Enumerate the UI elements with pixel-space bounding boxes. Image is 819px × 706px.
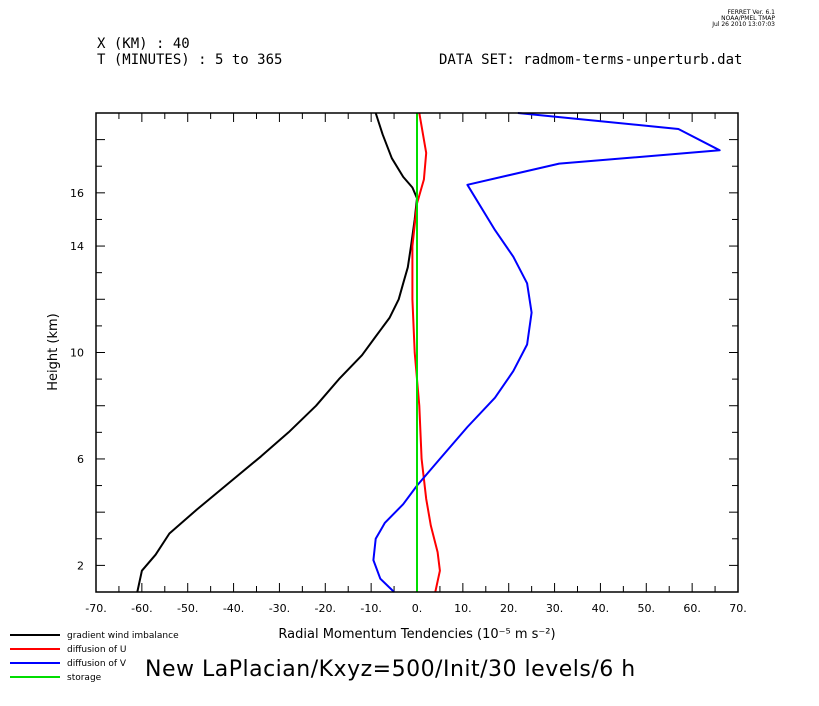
x-tick-label: -70.	[85, 602, 106, 615]
x-tick-label: 30.	[546, 602, 564, 615]
legend-label: gradient wind imbalance	[67, 631, 179, 641]
legend: gradient wind imbalance diffusion of U dif…	[10, 631, 179, 683]
x-tick-label: -10.	[360, 602, 381, 615]
series-lines	[136, 112, 721, 593]
y-tick-labels: 2 6 10 14 16	[70, 187, 84, 573]
x-tick-label: 20.	[500, 602, 518, 615]
x-tick-label: 60.	[683, 602, 701, 615]
x-range-label: X (KM) : 40	[97, 36, 190, 52]
x-axis-title: Radial Momentum Tendencies (10⁻⁵ m s⁻²)	[278, 627, 555, 642]
x-tick-label: 50.	[638, 602, 656, 615]
x-tick-label: -40.	[223, 602, 244, 615]
x-tick-label: -50.	[177, 602, 198, 615]
series-line-diffusion-of-v	[372, 112, 721, 593]
y-tick-label: 6	[77, 453, 84, 466]
y-axis-title: Height (km)	[46, 313, 61, 390]
legend-label: diffusion of V	[67, 659, 127, 669]
dataset-label: DATA SET: radmom-terms-unperturb.dat	[439, 52, 743, 68]
series-line-diffusion-of-u	[411, 112, 441, 593]
stamp-line-org: NOAA/PMEL TMAP	[721, 15, 775, 22]
x-tick-label: -20.	[315, 602, 336, 615]
plot-frame	[95, 112, 739, 593]
y-tick-label: 2	[77, 559, 84, 572]
series-line-gradient-wind-imbalance	[136, 112, 418, 593]
stamp-line-date: Jul 26 2010 13:07:03	[712, 21, 775, 28]
x-tick-labels: -70. -60. -50. -40. -30. -20. -10. 0. 10. 20. 30. 4…	[85, 602, 746, 615]
x-tick-label: -60.	[131, 602, 152, 615]
plot-caption: New LaPlacian/Kxyz=500/Init/30 levels/6 …	[145, 657, 636, 682]
t-range-label: T (MINUTES) : 5 to 365	[97, 52, 283, 68]
y-tick-label: 16	[70, 187, 84, 200]
x-tick-label: 10.	[454, 602, 472, 615]
x-tick-label: 40.	[592, 602, 610, 615]
x-tick-label: 70.	[729, 602, 747, 615]
stamp-line-version: FERRET Ver. 6.1	[727, 9, 775, 16]
y-tick-label: 10	[70, 347, 84, 360]
legend-label: storage	[67, 673, 102, 683]
legend-label: diffusion of U	[67, 645, 127, 655]
x-tick-label: -30.	[269, 602, 290, 615]
y-tick-label: 14	[70, 240, 84, 253]
x-tick-label: 0.	[412, 602, 423, 615]
axis-ticks	[95, 113, 739, 592]
ferret-stamp: FERRET Ver. 6.1 NOAA/PMEL TMAP Jul 26 20…	[712, 10, 775, 28]
